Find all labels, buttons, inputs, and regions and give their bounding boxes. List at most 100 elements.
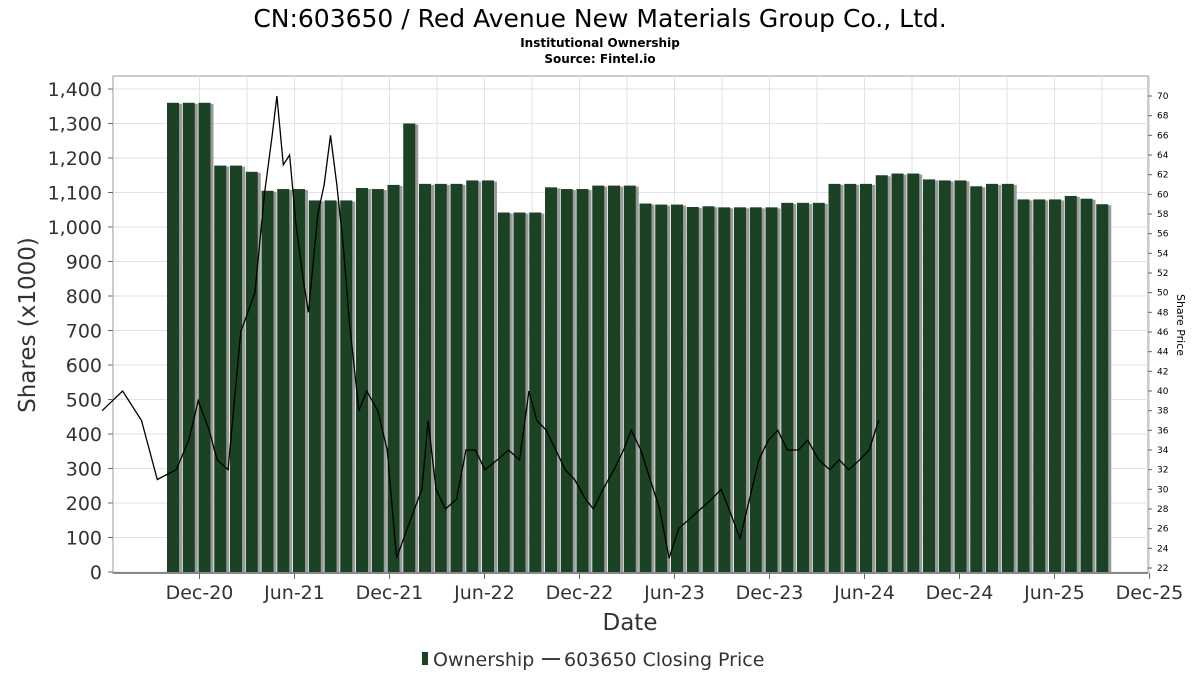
y-tick-label: 300 — [66, 459, 102, 481]
ownership-bar — [639, 203, 652, 573]
ownership-bar — [608, 185, 620, 572]
y2-tick-label: 24 — [1157, 544, 1169, 554]
ownership-bar — [308, 200, 321, 572]
y-tick-label: 700 — [66, 321, 102, 343]
legend-ownership-swatch — [422, 652, 428, 665]
y-tick-label: 1,000 — [48, 217, 102, 239]
ownership-bar — [182, 102, 195, 573]
ownership-bar — [356, 188, 368, 572]
ownership-bar — [198, 102, 211, 573]
price-line — [101, 95, 880, 559]
ownership-bar — [891, 173, 904, 572]
y-axis-ticks: 0 100 200 300 400 500 600 700 800 900 1,000 1,100 1,… — [48, 79, 113, 584]
chart-title: CN:603650 / Red Avenue New Materials Gro… — [253, 4, 946, 33]
ownership-bar — [513, 212, 526, 572]
x-tick-label: Dec-21 — [356, 582, 424, 604]
ownership-bar — [293, 189, 305, 573]
ownership-bar — [860, 183, 872, 572]
y-tick-label: 200 — [66, 493, 102, 515]
y2-tick-label: 42 — [1157, 367, 1168, 377]
x-tick-label: Jun-24 — [833, 582, 895, 604]
y2-tick-label: 38 — [1157, 407, 1169, 417]
ownership-bar — [954, 180, 967, 573]
ownership-bar — [324, 200, 337, 572]
y2-tick-label: 58 — [1157, 210, 1169, 220]
y-tick-label: 100 — [66, 528, 102, 550]
ownership-bar — [230, 165, 242, 572]
x-tick-label: Jun-22 — [453, 582, 515, 604]
y-tick-label: 500 — [66, 390, 102, 412]
ownership-bar — [671, 204, 683, 572]
x-axis-label: Date — [603, 610, 658, 636]
y2-tick-label: 66 — [1157, 131, 1169, 141]
x-tick-label: Dec-20 — [166, 582, 234, 604]
ownership-bar — [1080, 198, 1093, 572]
legend-ownership-label: Ownership — [433, 649, 534, 671]
x-tick-label: Dec-22 — [546, 582, 614, 604]
x-axis-ticks: Dec-20 Jun-21 Dec-21 Jun-22 Dec-22 Jun-23 Dec-… — [166, 573, 1184, 604]
ownership-bar — [340, 200, 353, 572]
ownership-bar — [718, 207, 731, 572]
ownership-bar — [576, 189, 589, 573]
ownership-bar — [403, 123, 416, 572]
y-tick-label: 900 — [66, 252, 102, 274]
chart-subtitle: Institutional Ownership — [520, 36, 680, 50]
ownership-bar — [1017, 199, 1030, 572]
legend-price-label: 603650 Closing Price — [564, 649, 764, 671]
y-tick-label: 1,200 — [48, 148, 102, 170]
y2-tick-label: 64 — [1157, 151, 1169, 161]
y-tick-label: 600 — [66, 355, 102, 377]
ownership-bar — [419, 183, 431, 572]
y2-tick-label: 44 — [1157, 348, 1169, 358]
y2-tick-label: 46 — [1157, 328, 1169, 338]
ownership-bar — [482, 180, 494, 573]
ownership-bar — [765, 207, 778, 572]
y2-tick-label: 26 — [1157, 525, 1169, 535]
ownership-bar — [875, 175, 888, 572]
ownership-bar — [970, 186, 983, 573]
ownership-bar — [828, 183, 841, 572]
ownership-bar — [277, 189, 290, 573]
ownership-bar — [734, 207, 746, 572]
ownership-bar — [923, 179, 935, 572]
ownership-bar — [545, 187, 557, 572]
y2-tick-label: 34 — [1157, 446, 1169, 456]
ownership-bar — [1001, 183, 1014, 572]
ownership-bar — [261, 190, 274, 572]
y2-tick-label: 22 — [1157, 564, 1168, 574]
y2-tick-label: 70 — [1157, 92, 1169, 102]
ownership-bar — [1049, 199, 1061, 572]
y2-tick-label: 60 — [1157, 190, 1169, 200]
y-tick-label: 1,100 — [48, 183, 102, 205]
y2-tick-label: 28 — [1157, 505, 1169, 515]
y-tick-label: 1,400 — [48, 79, 102, 101]
y-axis-label: Shares (x1000) — [15, 237, 41, 413]
chart-source: Source: Fintel.io — [544, 52, 655, 66]
legend: Ownership 603650 Closing Price — [422, 649, 764, 671]
ownership-bar — [1033, 199, 1046, 572]
ownership-bar — [167, 102, 179, 573]
ownership-bar — [592, 185, 605, 572]
ownership-bar — [529, 212, 542, 572]
ownership-bar — [497, 212, 510, 572]
y2-tick-label: 50 — [1157, 289, 1169, 299]
y2-tick-label: 62 — [1157, 171, 1168, 181]
y2-tick-label: 32 — [1157, 466, 1168, 476]
ownership-bar — [560, 189, 573, 573]
y2-tick-label: 36 — [1157, 426, 1169, 436]
y-tick-label: 1,300 — [48, 114, 102, 136]
y2-tick-label: 48 — [1157, 308, 1169, 318]
ownership-bar — [371, 189, 384, 573]
ownership-bars — [167, 102, 1112, 573]
ownership-bar — [245, 171, 258, 573]
y2-tick-label: 30 — [1157, 485, 1169, 495]
ownership-bar — [623, 185, 636, 572]
ownership-bar — [844, 183, 857, 572]
ownership-bar — [938, 180, 951, 573]
y-tick-label: 0 — [90, 562, 102, 584]
ownership-bar — [434, 183, 447, 572]
x-tick-label: Dec-25 — [1116, 582, 1184, 604]
ownership-bar — [907, 173, 920, 572]
ownership-bar — [1064, 195, 1077, 572]
x-tick-label: Jun-23 — [643, 582, 705, 604]
